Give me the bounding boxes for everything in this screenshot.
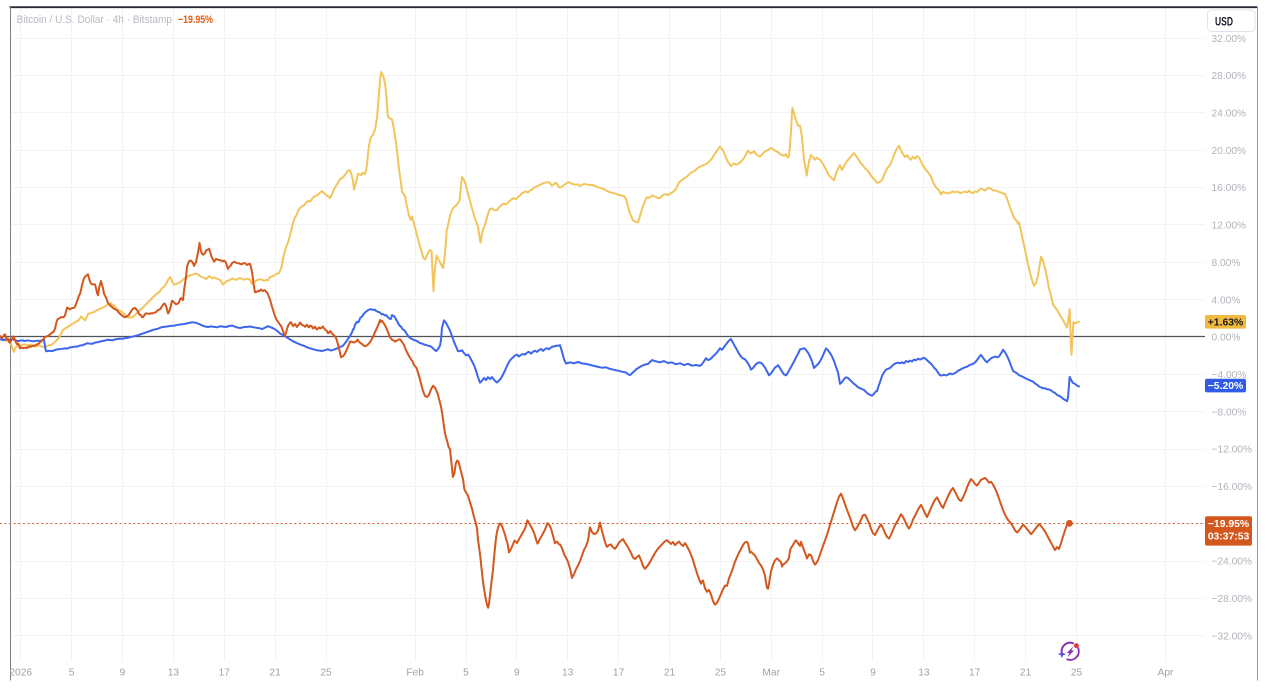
svg-text:−32.00%: −32.00% (1212, 631, 1253, 642)
svg-text:Apr: Apr (1158, 668, 1174, 679)
svg-text:17: 17 (219, 668, 231, 679)
svg-text:13: 13 (562, 668, 574, 679)
svg-text:03:37:53: 03:37:53 (1208, 532, 1250, 543)
svg-text:17: 17 (969, 668, 981, 679)
svg-text:20.00%: 20.00% (1212, 146, 1247, 157)
svg-text:24.00%: 24.00% (1212, 109, 1247, 120)
svg-text:9: 9 (870, 668, 876, 679)
svg-text:21: 21 (664, 668, 676, 679)
svg-text:25: 25 (320, 668, 332, 679)
svg-text:12.00%: 12.00% (1212, 221, 1247, 232)
svg-text:17: 17 (613, 668, 625, 679)
svg-text:0.00%: 0.00% (1212, 333, 1241, 344)
svg-text:−12.00%: −12.00% (1212, 445, 1253, 456)
svg-text:13: 13 (918, 668, 930, 679)
svg-text:Bitcoin / U.S. Dollar · 4h · B: Bitcoin / U.S. Dollar · 4h · Bitstamp (17, 14, 173, 26)
svg-text:2026: 2026 (9, 668, 32, 679)
svg-text:−16.00%: −16.00% (1212, 482, 1253, 493)
svg-text:5: 5 (69, 668, 75, 679)
svg-text:21: 21 (269, 668, 281, 679)
svg-text:−8.00%: −8.00% (1212, 407, 1247, 418)
svg-text:4.00%: 4.00% (1212, 295, 1241, 306)
svg-text:32.00%: 32.00% (1212, 34, 1247, 45)
svg-text:9: 9 (514, 668, 520, 679)
svg-text:−4.00%: −4.00% (1212, 370, 1247, 381)
svg-text:Mar: Mar (762, 668, 780, 679)
svg-text:−28.00%: −28.00% (1212, 594, 1253, 605)
svg-text:Feb: Feb (406, 668, 424, 679)
svg-text:−5.20%: −5.20% (1208, 381, 1244, 392)
svg-text:9: 9 (120, 668, 126, 679)
svg-text:13: 13 (168, 668, 180, 679)
svg-text:−19.95%: −19.95% (1208, 519, 1249, 530)
svg-text:8.00%: 8.00% (1212, 258, 1241, 269)
svg-text:28.00%: 28.00% (1212, 71, 1247, 82)
svg-text:−24.00%: −24.00% (1212, 557, 1253, 568)
svg-text:16.00%: 16.00% (1212, 183, 1247, 194)
svg-text:25: 25 (715, 668, 727, 679)
svg-text:25: 25 (1071, 668, 1083, 679)
svg-text:5: 5 (463, 668, 469, 679)
svg-text:21: 21 (1020, 668, 1032, 679)
svg-text:+1.63%: +1.63% (1208, 318, 1244, 329)
svg-text:USD: USD (1215, 17, 1233, 29)
svg-text:−19.95%: −19.95% (178, 14, 213, 26)
svg-text:5: 5 (819, 668, 825, 679)
